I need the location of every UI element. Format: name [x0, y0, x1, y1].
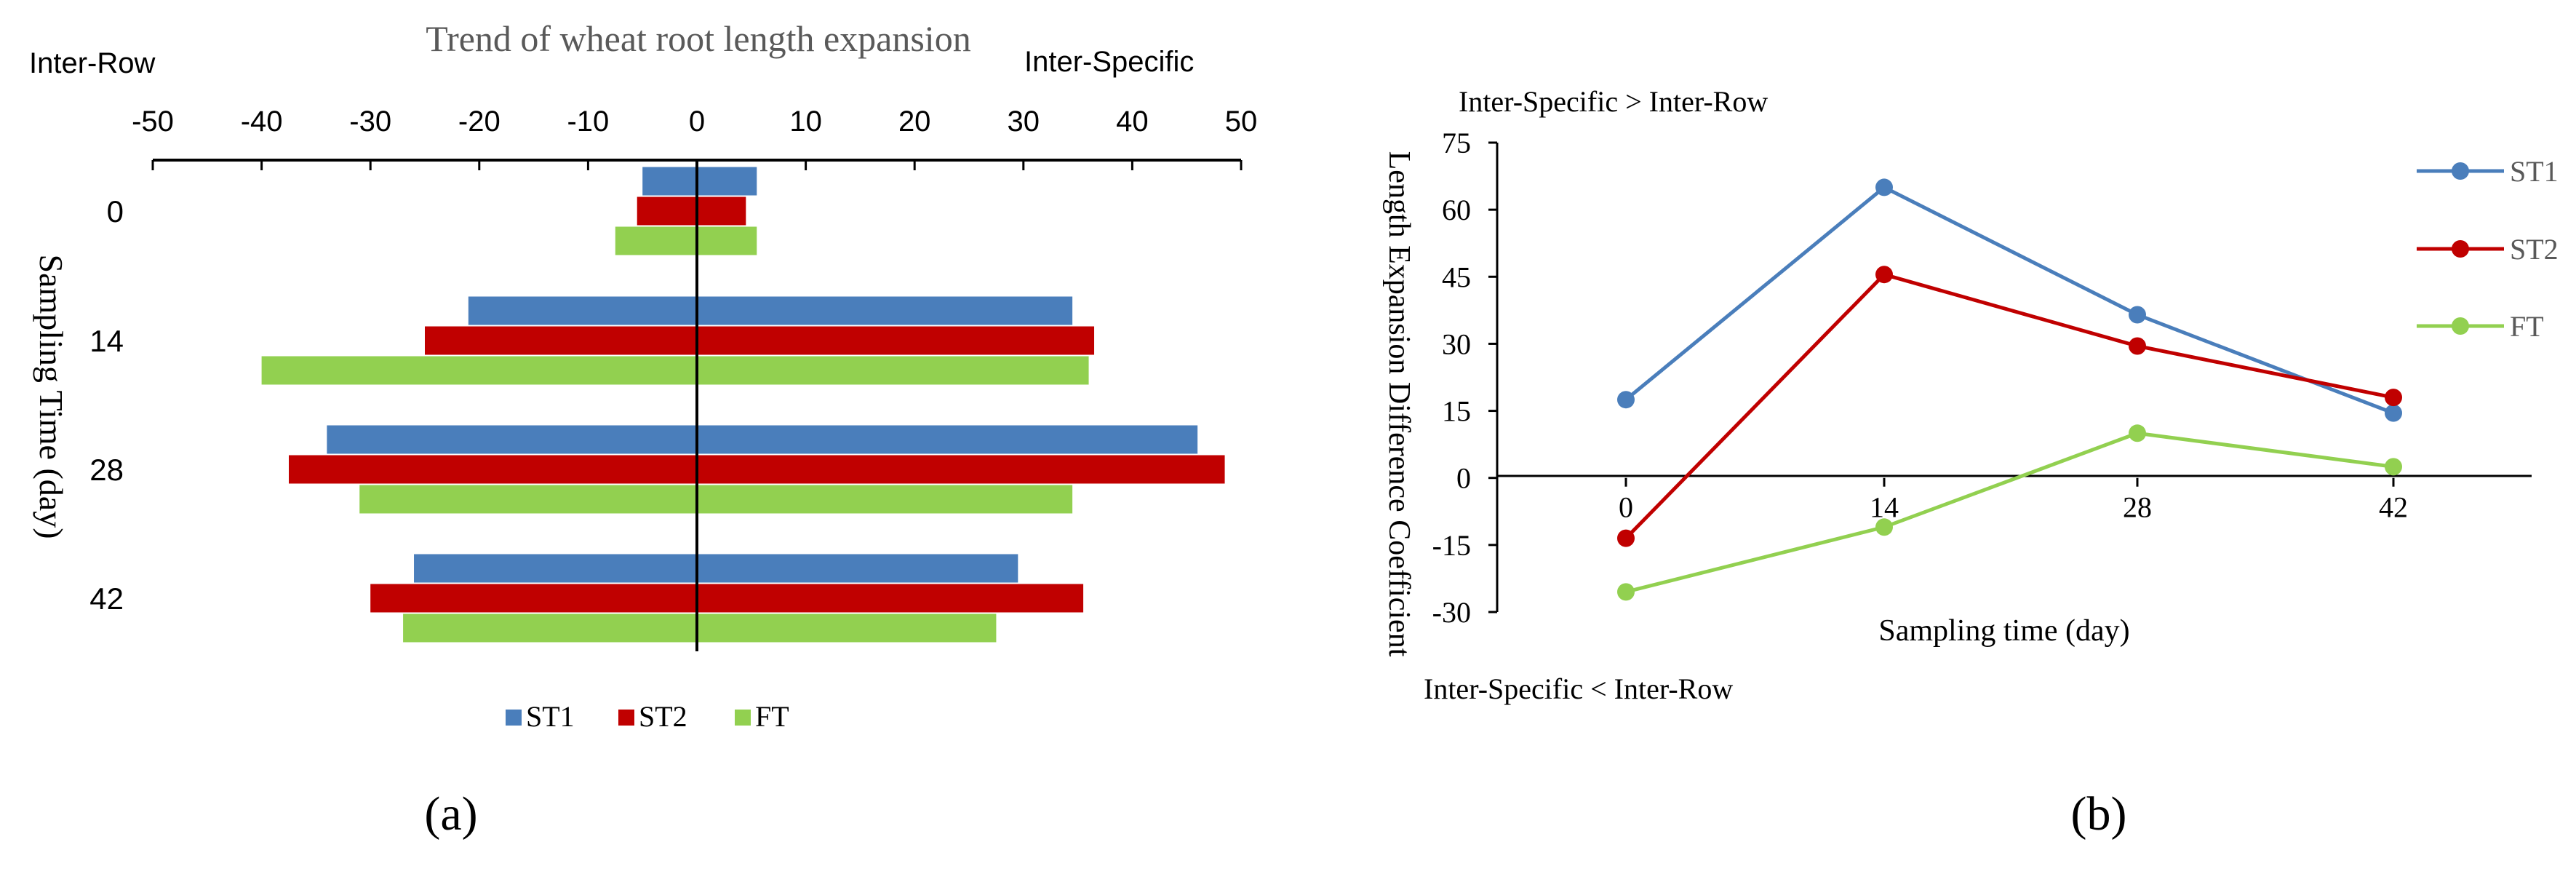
y-category-label: 28 — [89, 453, 124, 487]
y-tick-label: 45 — [1442, 261, 1471, 293]
point-ST2-day14 — [1875, 266, 1893, 284]
line-FT — [1625, 431, 2394, 594]
x-tick-label: -30 — [349, 106, 391, 138]
y-tick-label: 60 — [1442, 194, 1471, 226]
panel-a-y-axis: 0 14 28 42 — [89, 194, 124, 616]
x-tick-label: 0 — [689, 106, 705, 138]
panel-b-x-label: Sampling time (day) — [1878, 614, 2129, 648]
panel-b-series — [1617, 178, 2402, 601]
line-ST2 — [1624, 272, 2394, 540]
x-tick-label: 20 — [898, 106, 931, 138]
bar-FT-day28-inter-specific — [697, 485, 1073, 514]
line-ST1 — [1624, 185, 2394, 415]
bar-ST1-day0-inter-specific — [697, 167, 757, 196]
panel-b-y-label: Length Expansion Difference Coefficient — [1382, 151, 1416, 657]
legend-label-ST2: ST2 — [639, 700, 687, 733]
legend-swatch-FT — [735, 710, 751, 726]
panel-a-title: Trend of wheat root length expansion — [426, 18, 970, 59]
point-ST1-day42 — [2385, 404, 2402, 422]
x-tick-label: -20 — [458, 106, 501, 138]
x-tick-label: 50 — [1225, 106, 1258, 138]
point-ST2-day0 — [1617, 529, 1635, 547]
bar-ST1-day28-inter-row — [327, 425, 697, 454]
legend-swatch-ST2 — [618, 710, 634, 726]
bar-ST2-day42-inter-row — [370, 584, 697, 613]
x-tick-label: 10 — [789, 106, 822, 138]
bar-ST2-day0-inter-specific — [697, 196, 746, 226]
x-tick-label: -50 — [132, 106, 174, 138]
legend-marker-ST2 — [2452, 240, 2469, 258]
legend-label-FT: FT — [755, 700, 789, 733]
panel-a-bars — [261, 167, 1225, 643]
point-ST2-day28 — [2129, 337, 2146, 355]
bar-FT-day14-inter-specific — [697, 356, 1089, 385]
point-ST1-day14 — [1875, 178, 1893, 196]
panel-a-x-axis: -50 -40 -30 -20 -10 0 10 20 30 40 50 — [132, 106, 1257, 170]
x-tick-label: -10 — [567, 106, 609, 138]
panel-a-legend: ST1 ST2 FT — [506, 700, 789, 733]
bar-ST1-day42-inter-row — [414, 554, 697, 583]
bar-ST1-day14-inter-row — [468, 296, 697, 325]
point-ST1-day28 — [2129, 306, 2146, 324]
bar-FT-day28-inter-row — [359, 485, 697, 514]
y-category-label: 0 — [107, 194, 124, 229]
y-tick-label: 30 — [1442, 327, 1471, 360]
point-ST1-day0 — [1617, 391, 1635, 409]
bar-ST1-day14-inter-specific — [697, 296, 1073, 325]
bar-FT-day42-inter-specific — [697, 613, 997, 643]
y-tick-label: 0 — [1456, 462, 1471, 495]
panel-b-legend: ST1 ST2 FT — [2417, 155, 2559, 343]
bar-ST2-day28-inter-specific — [697, 455, 1225, 484]
bar-ST1-day28-inter-specific — [697, 425, 1198, 454]
y-tick-label: 15 — [1442, 395, 1471, 428]
bar-ST1-day0-inter-row — [642, 167, 697, 196]
bar-FT-day14-inter-row — [261, 356, 698, 385]
point-ST2-day42 — [2385, 389, 2402, 407]
panel-a-bar-chart: Trend of wheat root length expansion Int… — [29, 18, 1257, 841]
y-category-label: 14 — [89, 324, 124, 358]
x-tick-label: 14 — [1870, 491, 1899, 524]
y-tick-label: -15 — [1432, 529, 1471, 562]
bar-FT-day0-inter-row — [615, 226, 697, 255]
panel-a-label: (a) — [424, 787, 477, 841]
panel-b-line-chart: Inter-Specific > Inter-Row 75 60 45 30 15 0 -1… — [1382, 85, 2559, 841]
bar-ST2-day28-inter-row — [289, 455, 697, 484]
legend-swatch-ST1 — [506, 710, 522, 726]
bar-ST2-day0-inter-row — [637, 196, 697, 226]
panel-b-y-axis: 75 60 45 30 15 0 -15 -30 — [1432, 127, 1497, 629]
bar-FT-day42-inter-row — [403, 613, 697, 643]
legend-label-FT: FT — [2510, 310, 2544, 343]
legend-marker-ST1 — [2452, 162, 2469, 180]
point-FT-day14 — [1875, 518, 1893, 536]
point-FT-day42 — [2385, 458, 2402, 476]
x-tick-label: 28 — [2123, 491, 2152, 524]
x-tick-label: 30 — [1008, 106, 1040, 138]
legend-label-ST1: ST1 — [526, 700, 575, 733]
x-tick-label: -40 — [241, 106, 283, 138]
x-tick-label: 40 — [1116, 106, 1149, 138]
panel-a-left-caption: Inter-Row — [29, 47, 155, 79]
point-FT-day0 — [1617, 583, 1635, 601]
bar-ST1-day42-inter-specific — [697, 554, 1018, 583]
x-tick-label: 42 — [2379, 491, 2408, 524]
legend-label-ST1: ST1 — [2510, 155, 2559, 188]
legend-label-ST2: ST2 — [2510, 233, 2559, 266]
legend-marker-FT — [2452, 317, 2469, 335]
bar-ST2-day14-inter-row — [425, 326, 697, 355]
y-tick-label: 75 — [1442, 127, 1471, 159]
panel-a-y-label: Sampling Time (day) — [33, 254, 70, 539]
point-FT-day28 — [2129, 424, 2146, 442]
panel-a-right-caption: Inter-Specific — [1024, 46, 1194, 78]
panel-b-x-axis: 0 14 28 42 — [1619, 477, 2408, 524]
y-tick-label: -30 — [1432, 596, 1471, 629]
bar-ST2-day42-inter-specific — [697, 584, 1084, 613]
y-category-label: 42 — [89, 581, 124, 616]
panel-b-top-caption: Inter-Specific > Inter-Row — [1459, 85, 1768, 118]
bar-ST2-day14-inter-specific — [697, 326, 1095, 355]
panel-b-bottom-caption: Inter-Specific < Inter-Row — [1424, 672, 1733, 705]
panel-b-label: (b) — [2071, 787, 2127, 841]
bar-FT-day0-inter-specific — [697, 226, 757, 255]
x-tick-label: 0 — [1619, 491, 1633, 524]
